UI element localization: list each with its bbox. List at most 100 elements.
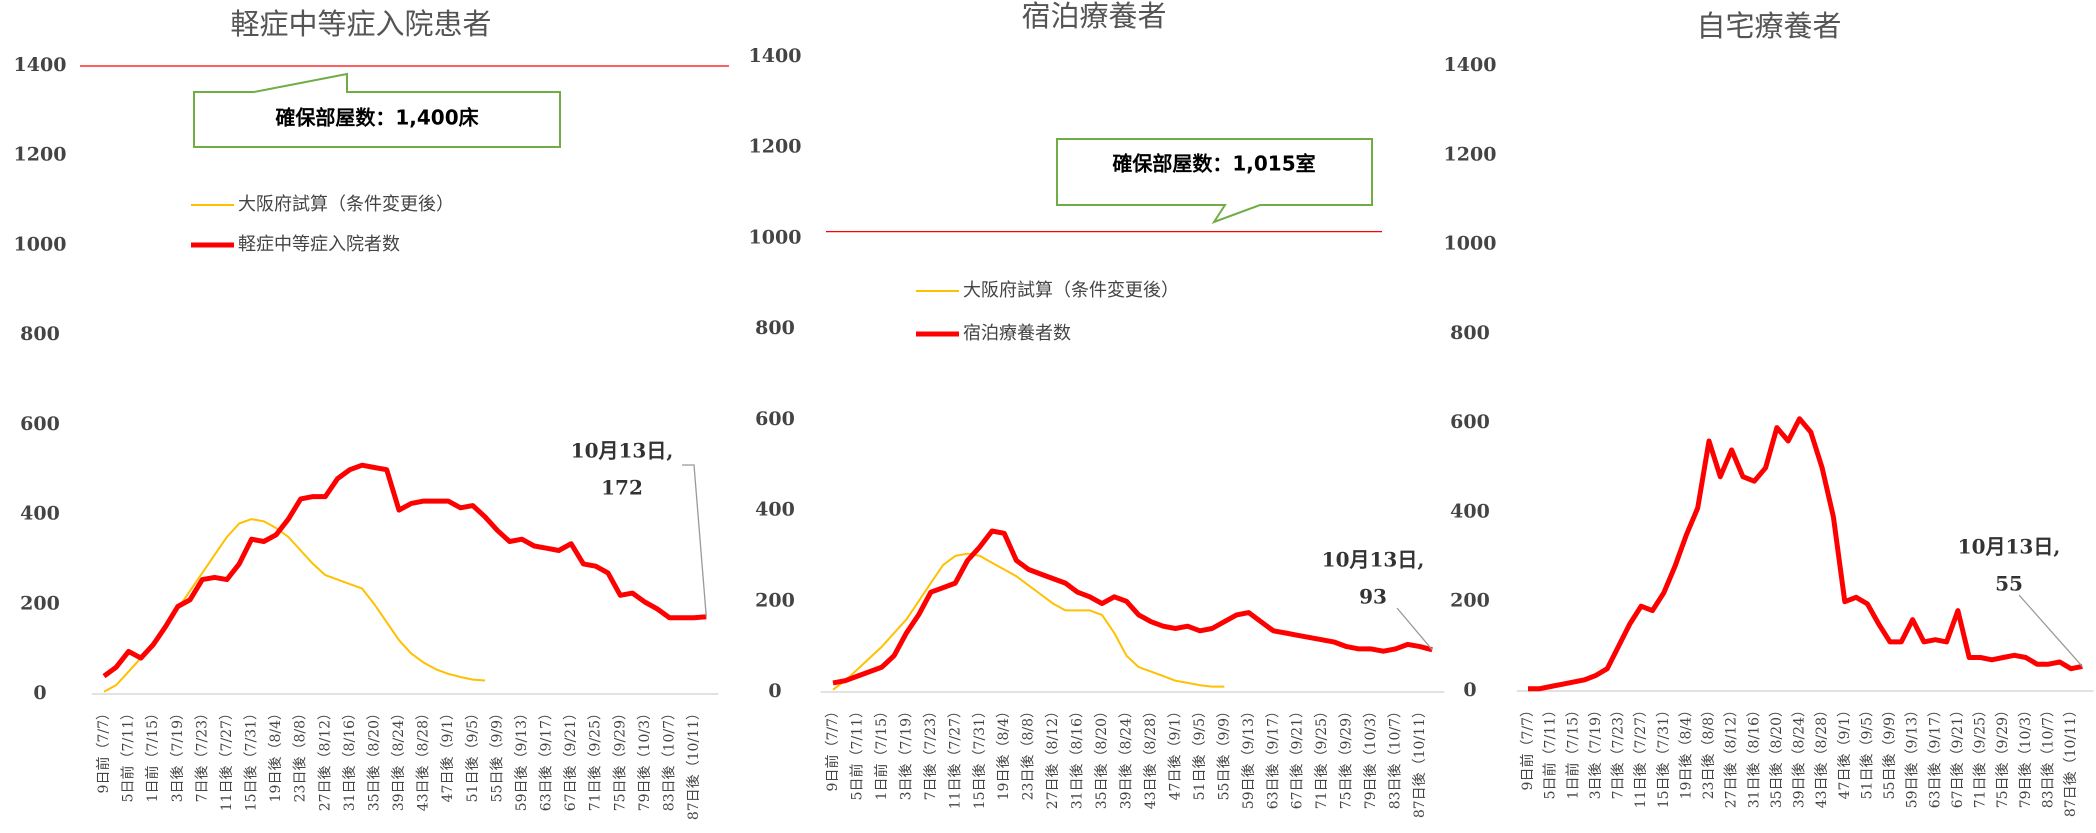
x-tick-label: 55日後（9/9） xyxy=(1882,703,1898,799)
x-tick-label: 55日後（9/9） xyxy=(1216,704,1232,800)
capacity-label: 確保部屋数：1,400床 xyxy=(275,106,479,130)
x-tick-label: 75日後（9/29） xyxy=(1995,703,2011,808)
data-label: 93 xyxy=(1359,585,1387,609)
x-tick-label: 23日後（8/8） xyxy=(1021,704,1037,800)
y-tick-label: 600 xyxy=(755,408,795,430)
annotation: 10月13日, xyxy=(571,439,674,463)
x-tick-label: 43日後（8/28） xyxy=(1814,703,1830,808)
callout-box xyxy=(193,72,561,148)
y-tick-label: 1400 xyxy=(1444,54,1497,76)
y-tick-label: 1000 xyxy=(14,233,67,255)
x-tick-label: 15日後（7/31） xyxy=(1656,703,1672,808)
y-tick-label: 400 xyxy=(1450,500,1490,522)
y-tick-label: 0 xyxy=(33,682,46,704)
y-tick-label: 1200 xyxy=(14,144,67,166)
legend-label: 宿泊療養者数 xyxy=(963,323,1071,344)
y-tick-label: 200 xyxy=(1450,590,1490,612)
x-tick-label: 39日後（8/24） xyxy=(1119,704,1135,809)
y-tick-label: 800 xyxy=(755,317,795,339)
x-tick-label: 1日前（7/15） xyxy=(873,704,890,800)
chart-title: 自宅療養者 xyxy=(1696,9,1841,43)
x-tick-label: 1日前（7/15） xyxy=(144,706,161,802)
x-tick-label: 51日後（9/5） xyxy=(1192,704,1208,800)
x-tick-label: 9日前（7/7） xyxy=(824,704,841,791)
x-tick-label: 63日後（9/17） xyxy=(539,706,555,811)
x-tick-label: 47日後（9/1） xyxy=(440,706,456,802)
x-tick-label: 19日後（8/4） xyxy=(996,704,1012,800)
y-tick-label: 1400 xyxy=(14,54,67,76)
x-tick-label: 71日後（9/25） xyxy=(1314,704,1330,809)
x-tick-label: 79日後（10/3） xyxy=(637,706,653,811)
leader-line xyxy=(2018,594,2083,667)
legend-label: 軽症中等症入院者数 xyxy=(238,234,400,255)
capacity-label: 確保部屋数：1,015室 xyxy=(1112,152,1315,176)
x-tick-label: 5日前（7/11） xyxy=(120,706,137,802)
x-tick-label: 51日後（9/5） xyxy=(1859,703,1875,799)
x-tick-label: 67日後（9/21） xyxy=(563,706,579,811)
x-tick-label: 19日後（8/4） xyxy=(268,706,284,802)
x-tick-label: 3日後（7/19） xyxy=(898,704,914,800)
x-tick-label: 43日後（8/28） xyxy=(1143,704,1159,809)
annotation: 10月13日, xyxy=(1322,548,1425,572)
series-line xyxy=(832,552,1225,691)
x-tick-label: 79日後（10/3） xyxy=(2018,703,2034,808)
x-tick-label: 59日後（9/13） xyxy=(1241,704,1257,809)
legend-label: 大阪府試算（条件変更後） xyxy=(963,280,1179,301)
y-tick-label: 200 xyxy=(20,592,60,614)
y-tick-label: 400 xyxy=(755,499,795,521)
x-tick-label: 71日後（9/25） xyxy=(588,706,604,811)
x-tick-label: 35日後（8/20） xyxy=(366,706,382,811)
legend-label: 大阪府試算（条件変更後） xyxy=(238,194,454,215)
x-tick-label: 19日後（8/4） xyxy=(1678,703,1694,799)
y-tick-label: 1400 xyxy=(749,45,802,67)
x-tick-label: 75日後（9/29） xyxy=(1339,704,1355,809)
x-tick-label: 9日前（7/7） xyxy=(95,706,112,793)
x-tick-label: 3日後（7/19） xyxy=(170,706,186,802)
x-tick-label: 31日後（8/16） xyxy=(342,706,358,811)
leader-line xyxy=(682,464,707,617)
y-tick-label: 800 xyxy=(20,323,60,345)
series-line xyxy=(102,462,707,679)
x-tick-label: 39日後（8/24） xyxy=(1792,703,1808,808)
x-tick-label: 51日後（9/5） xyxy=(465,706,481,802)
x-tick-label: 31日後（8/16） xyxy=(1746,703,1762,808)
x-tick-label: 79日後（10/3） xyxy=(1363,704,1379,809)
x-tick-label: 11日後（7/27） xyxy=(947,704,963,809)
x-tick-label: 67日後（9/21） xyxy=(1950,703,1966,808)
x-tick-label: 43日後（8/28） xyxy=(416,706,432,811)
x-tick-label: 59日後（9/13） xyxy=(1905,703,1921,808)
x-tick-label: 87日後（10/11） xyxy=(1412,704,1428,818)
x-tick-label: 83日後（10/7） xyxy=(661,706,677,811)
x-tick-label: 87日後（10/11） xyxy=(686,706,702,820)
x-tick-label: 11日後（7/27） xyxy=(219,706,235,811)
x-tick-label: 59日後（9/13） xyxy=(514,706,530,811)
x-tick-label: 5日前（7/11） xyxy=(848,704,865,800)
y-tick-label: 0 xyxy=(1463,679,1476,701)
x-tick-label: 27日後（8/12） xyxy=(1045,704,1061,809)
chart-title: 軽症中等症入院患者 xyxy=(230,7,491,41)
x-tick-label: 11日後（7/27） xyxy=(1633,703,1649,808)
y-tick-label: 600 xyxy=(20,413,60,435)
x-tick-label: 83日後（10/7） xyxy=(2040,703,2056,808)
x-tick-label: 27日後（8/12） xyxy=(317,706,333,811)
x-tick-label: 7日後（7/23） xyxy=(194,706,210,802)
x-tick-label: 15日後（7/31） xyxy=(244,706,260,811)
x-tick-label: 47日後（9/1） xyxy=(1167,704,1183,800)
x-tick-label: 7日後（7/23） xyxy=(1611,703,1627,799)
x-tick-label: 3日後（7/19） xyxy=(1588,703,1604,799)
data-label: 55 xyxy=(1995,572,2023,596)
x-tick-label: 47日後（9/1） xyxy=(1837,703,1853,799)
x-tick-label: 63日後（9/17） xyxy=(1927,703,1943,808)
x-tick-label: 87日後（10/11） xyxy=(2063,703,2079,817)
x-tick-label: 23日後（8/8） xyxy=(1701,703,1717,799)
data-label: 172 xyxy=(601,476,643,500)
y-tick-label: 1200 xyxy=(1444,143,1497,165)
annotation: 10月13日, xyxy=(1958,535,2061,559)
chart-title: 宿泊療養者 xyxy=(1021,0,1166,33)
x-tick-label: 9日前（7/7） xyxy=(1519,703,1536,790)
x-tick-label: 75日後（9/29） xyxy=(612,706,628,811)
x-tick-label: 67日後（9/21） xyxy=(1290,704,1306,809)
y-tick-label: 600 xyxy=(1450,411,1490,433)
y-tick-label: 800 xyxy=(1450,322,1490,344)
